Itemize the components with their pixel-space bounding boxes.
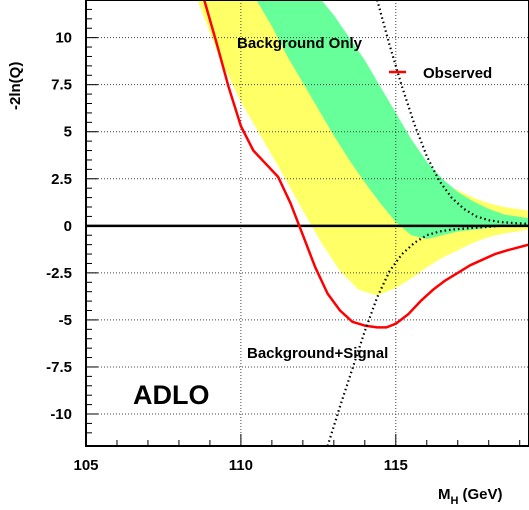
expected-background-only-line: [376, 0, 529, 225]
y-tick-label: 5: [64, 124, 72, 141]
y-tick-label: 7.5: [51, 77, 72, 94]
x-axis-title-subscript: H: [451, 495, 459, 507]
y-axis-title: -2ln(Q): [7, 62, 24, 110]
x-tick-label: 110: [229, 457, 253, 474]
y-tick-label: -7.5: [46, 359, 72, 376]
x-axis-title-main: M: [438, 486, 451, 503]
uncertainty-bands: [197, 0, 529, 296]
y-tick-label: -10: [50, 406, 72, 423]
y-tick-label: -2.5: [46, 265, 72, 282]
observed-line: [202, 0, 529, 329]
plot-frame: [85, 0, 529, 447]
annotation-experiment: ADLO: [133, 380, 210, 410]
band-inner-green: [256, 0, 529, 239]
gridlines: [86, 0, 529, 446]
axis-ticks: [85, 0, 521, 446]
y-tick-label: 0: [64, 218, 72, 235]
legend-observed-label: Observed: [423, 65, 492, 82]
annotation-background-signal: Background+Signal: [247, 345, 388, 362]
y-tick-label: 2.5: [51, 171, 72, 188]
y-tick-label: 10: [55, 30, 72, 47]
x-tick-label: 115: [384, 457, 408, 474]
y-tick-label: -5: [59, 312, 72, 329]
x-tick-label: 105: [73, 457, 98, 474]
x-axis-title-units: (GeV): [462, 486, 502, 503]
tick-labels: 105 110 115 10 7.5 5 2.5 0 -2.5 -5 -7.5 -10: [46, 30, 408, 474]
series-group: [202, 0, 529, 446]
x-axis-title: MH (GeV): [438, 486, 502, 507]
annotation-background-only: Background Only: [237, 35, 363, 52]
legend: Observed: [389, 65, 492, 82]
